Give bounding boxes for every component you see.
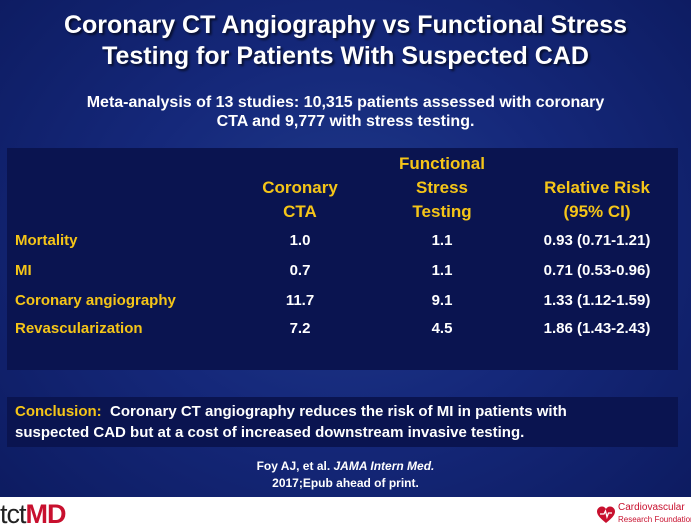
row-label: MI (15, 262, 32, 279)
slide: Coronary CT Angiography vs Functional St… (0, 10, 691, 492)
logo-tct-text: tct (0, 499, 26, 529)
citation-line-1: Foy AJ, et al. JAMA Intern Med. (0, 458, 691, 475)
header-rr-line1: Relative Risk (544, 178, 650, 197)
relative-risk-value: 1.86 (1.43-2.43) (543, 320, 651, 337)
table-row: Revascularization 7.2 4.5 1.86 (1.43-2.4… (7, 315, 678, 343)
slide-subtitle: Meta-analysis of 13 studies: 10,315 pati… (20, 93, 671, 131)
title-line-2: Testing for Patients With Suspected CAD (102, 42, 589, 70)
stress-value: 9.1 (431, 292, 453, 309)
header-stress-line3: Testing (412, 202, 472, 221)
logo-md-text: MD (25, 499, 67, 529)
cta-value: 1.0 (289, 232, 311, 249)
subtitle-line-1: Meta-analysis of 13 studies: 10,315 pati… (86, 94, 605, 111)
cta-value: 11.7 (285, 292, 315, 309)
footer-bar: tctMD Cardiovascular Research Foundation (0, 497, 691, 532)
tctmd-logo[interactable]: tctMD (0, 498, 67, 531)
table-row: MI 0.7 1.1 0.71 (0.53-0.96) (7, 257, 678, 285)
header-coronary-cta-line1: Coronary (262, 178, 338, 197)
header-stress-line1: Functional (399, 154, 485, 173)
crf-line-2: Research Foundation (618, 515, 691, 524)
cta-value: 7.2 (289, 320, 311, 337)
stress-value: 1.1 (431, 262, 453, 279)
conclusion-line-1: Conclusion: Coronary CT angiography redu… (15, 401, 670, 422)
relative-risk-value: 1.33 (1.12-1.59) (543, 292, 651, 309)
relative-risk-value: 0.71 (0.53-0.96) (543, 262, 651, 279)
stress-value: 4.5 (431, 320, 453, 337)
header-rr-line2: (95% CI) (563, 202, 631, 221)
conclusion-box: Conclusion: Coronary CT angiography redu… (7, 397, 678, 447)
row-label: Mortality (15, 232, 78, 249)
citation-journal: JAMA Intern Med. (333, 459, 435, 473)
crf-line-1: Cardiovascular (618, 502, 685, 513)
citation: Foy AJ, et al. JAMA Intern Med. 2017;Epu… (0, 458, 691, 492)
title-line-1: Coronary CT Angiography vs Functional St… (63, 11, 628, 39)
table-row: Coronary angiography 11.7 9.1 1.33 (1.12… (7, 287, 678, 315)
crf-logo[interactable]: Cardiovascular Research Foundation (596, 500, 691, 530)
crf-text: Cardiovascular Research Foundation (618, 502, 691, 526)
heart-icon (597, 506, 615, 523)
conclusion-text-1: Coronary CT angiography reduces the risk… (101, 403, 567, 420)
citation-line-2: 2017;Epub ahead of print. (272, 476, 419, 490)
slide-title: Coronary CT Angiography vs Functional St… (0, 10, 691, 72)
citation-authors: Foy AJ, et al. (256, 459, 334, 473)
cta-value: 0.7 (289, 262, 311, 279)
row-label: Coronary angiography (15, 292, 176, 309)
relative-risk-value: 0.93 (0.71-1.21) (543, 232, 651, 249)
results-table: Coronary CTA Functional Stress Testing R… (7, 148, 678, 370)
header-coronary-cta: Coronary CTA (245, 176, 355, 224)
header-functional-stress-testing: Functional Stress Testing (377, 152, 507, 224)
subtitle-line-2: CTA and 9,777 with stress testing. (216, 113, 475, 130)
header-relative-risk: Relative Risk (95% CI) (517, 176, 677, 224)
conclusion-label: Conclusion: (15, 403, 102, 420)
table-row: Mortality 1.0 1.1 0.93 (0.71-1.21) (7, 227, 678, 255)
header-coronary-cta-line2: CTA (283, 202, 317, 221)
stress-value: 1.1 (431, 232, 453, 249)
row-label: Revascularization (15, 320, 143, 337)
conclusion-text-2: suspected CAD but at a cost of increased… (15, 424, 525, 441)
header-stress-line2: Stress (416, 178, 468, 197)
